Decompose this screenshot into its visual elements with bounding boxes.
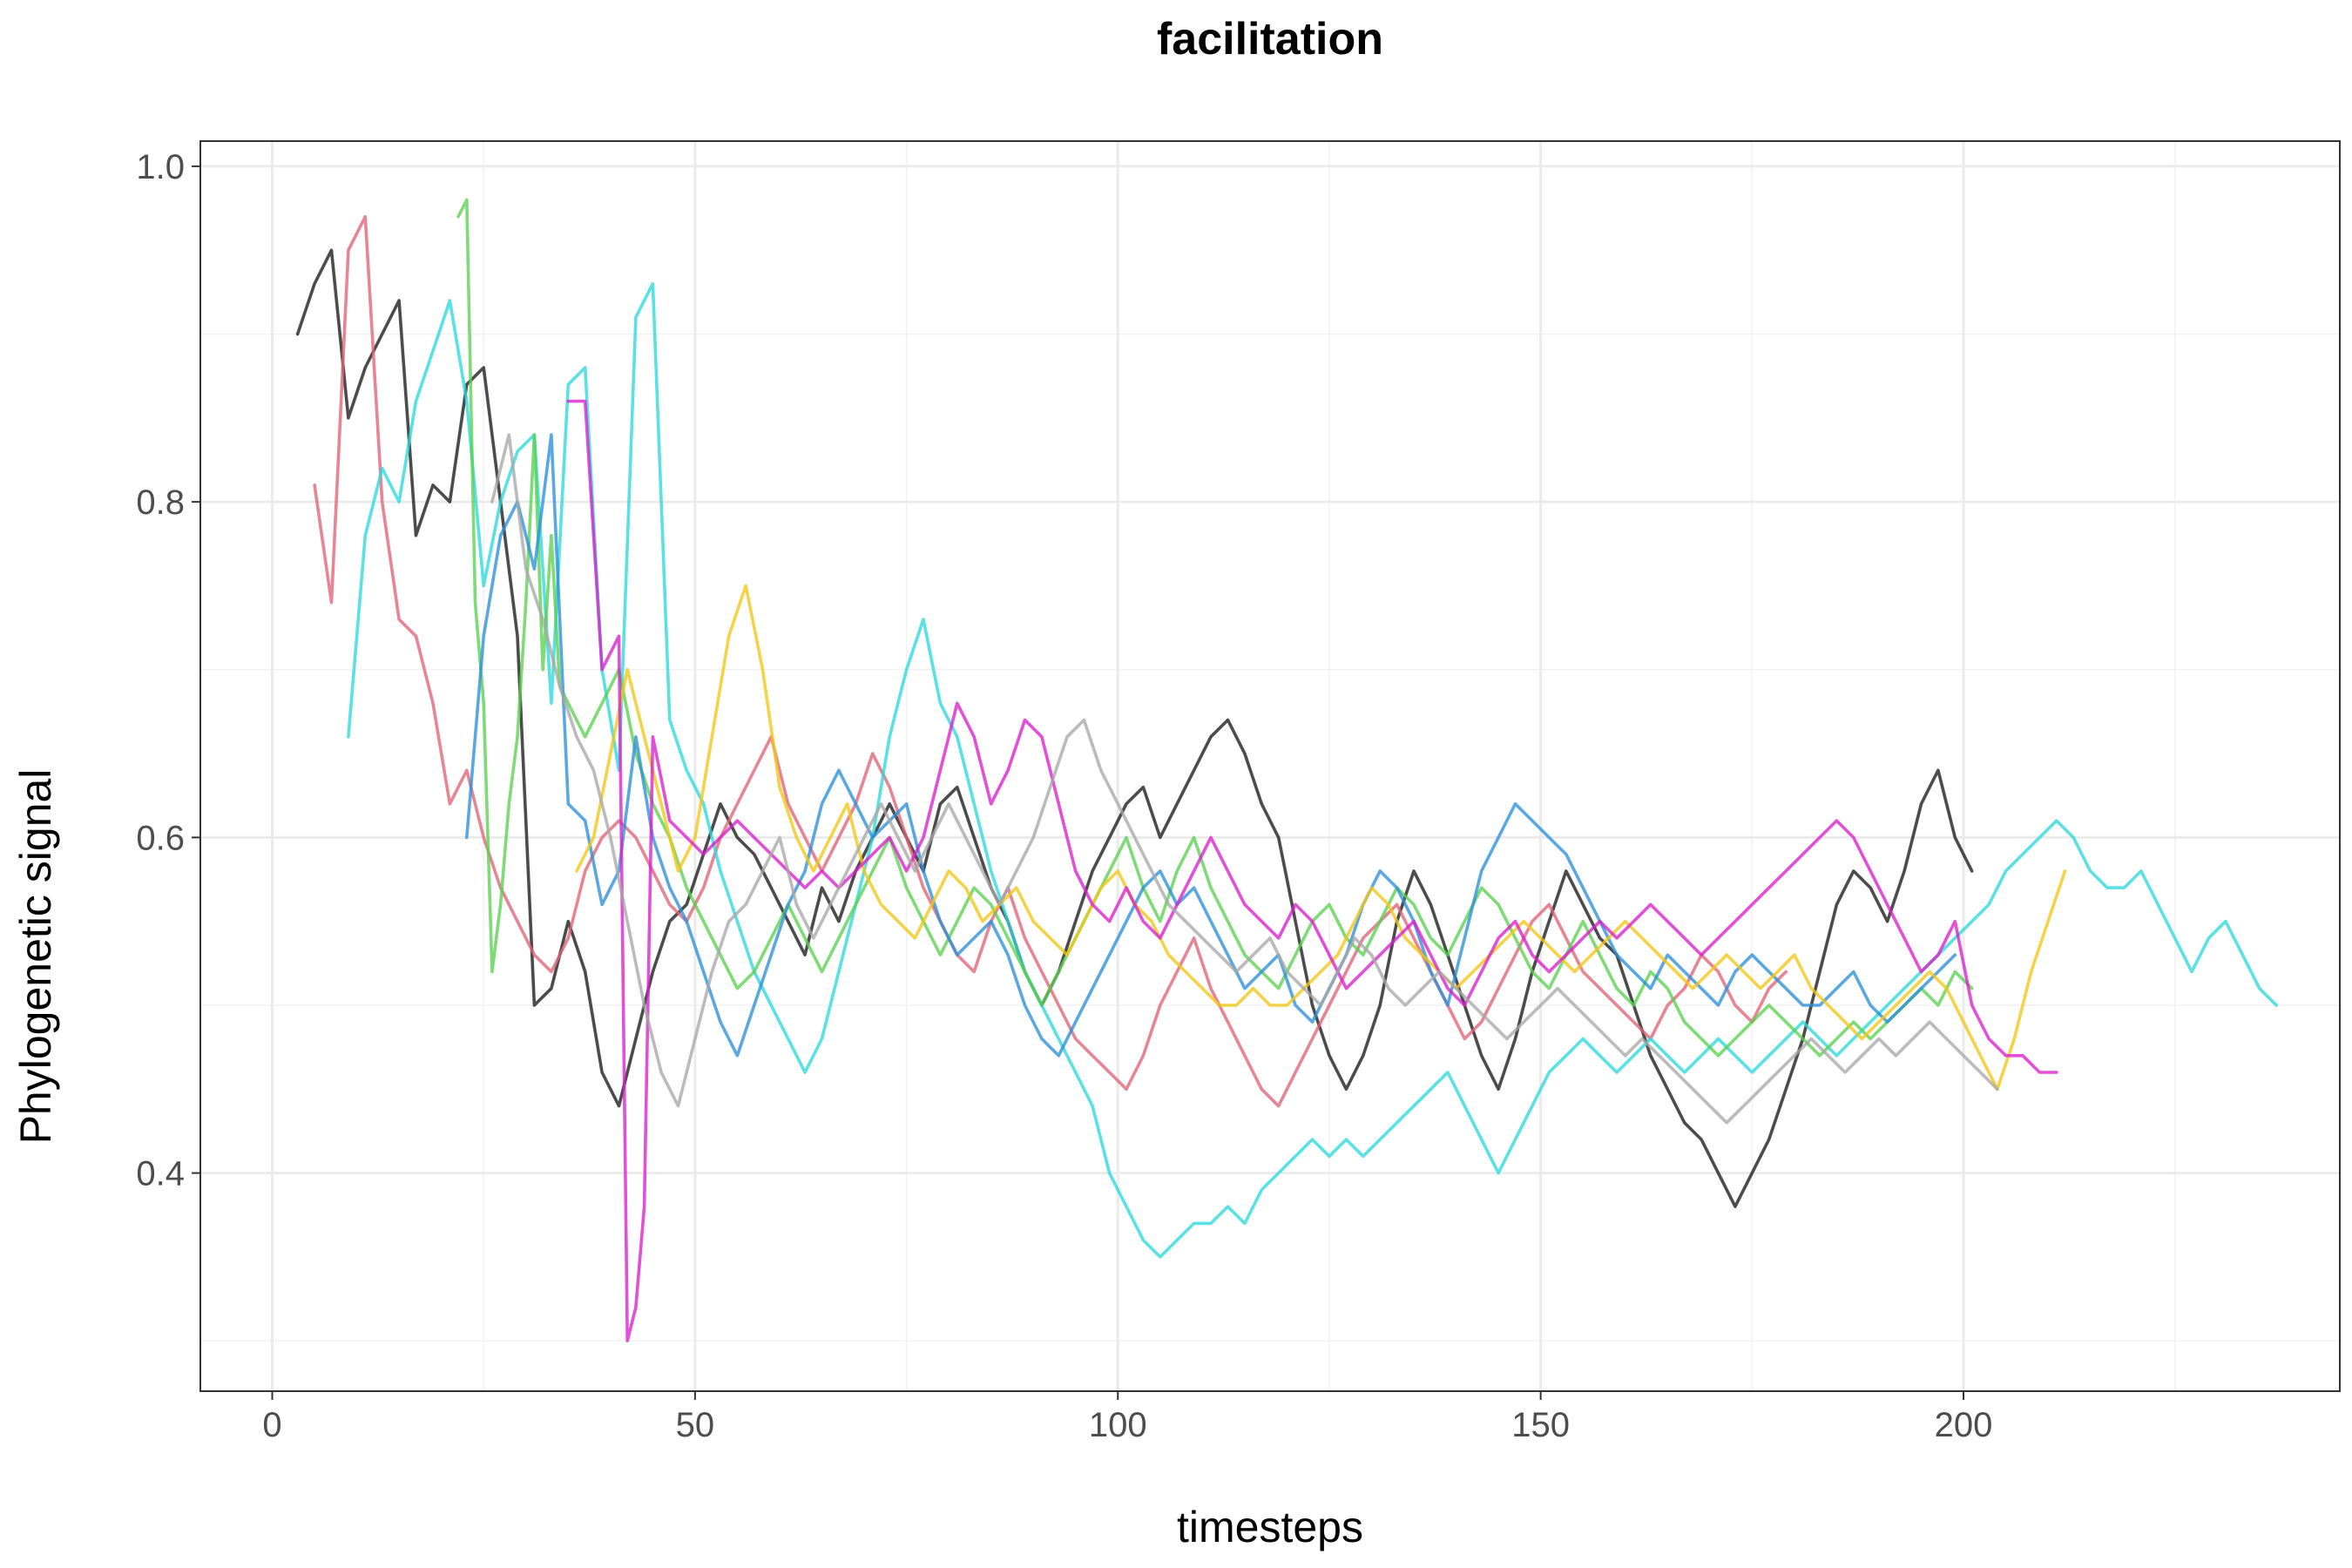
series-line-3 [347,281,2278,1259]
series-line-2 [313,214,1788,1108]
plot-panel: 0 50 100 150 200 0.4 0.6 0.8 1.0 [136,140,2341,1444]
x-tick-label: 0 [262,1406,281,1444]
series-line-6 [575,584,2067,1092]
x-tick-label: 50 [676,1406,715,1444]
y-tick-label: 1.0 [136,148,185,186]
series-line-8 [490,433,1999,1125]
series-line-5 [465,433,1957,1058]
series-line-1 [295,248,1974,1208]
x-axis-title: timesteps [1177,1503,1363,1551]
x-tick-label: 200 [1935,1406,1993,1444]
panel-border [199,140,2341,1392]
series-line-7 [566,399,2058,1342]
y-tick-label: 0.6 [136,819,185,857]
y-tick-label: 0.8 [136,483,185,522]
y-tick-label: 0.4 [136,1155,185,1193]
x-tick-label: 100 [1089,1406,1147,1444]
chart-title: facilitation [1157,14,1383,64]
y-axis-title: Phylogenetic signal [11,769,60,1145]
x-tick-label: 150 [1511,1406,1570,1444]
